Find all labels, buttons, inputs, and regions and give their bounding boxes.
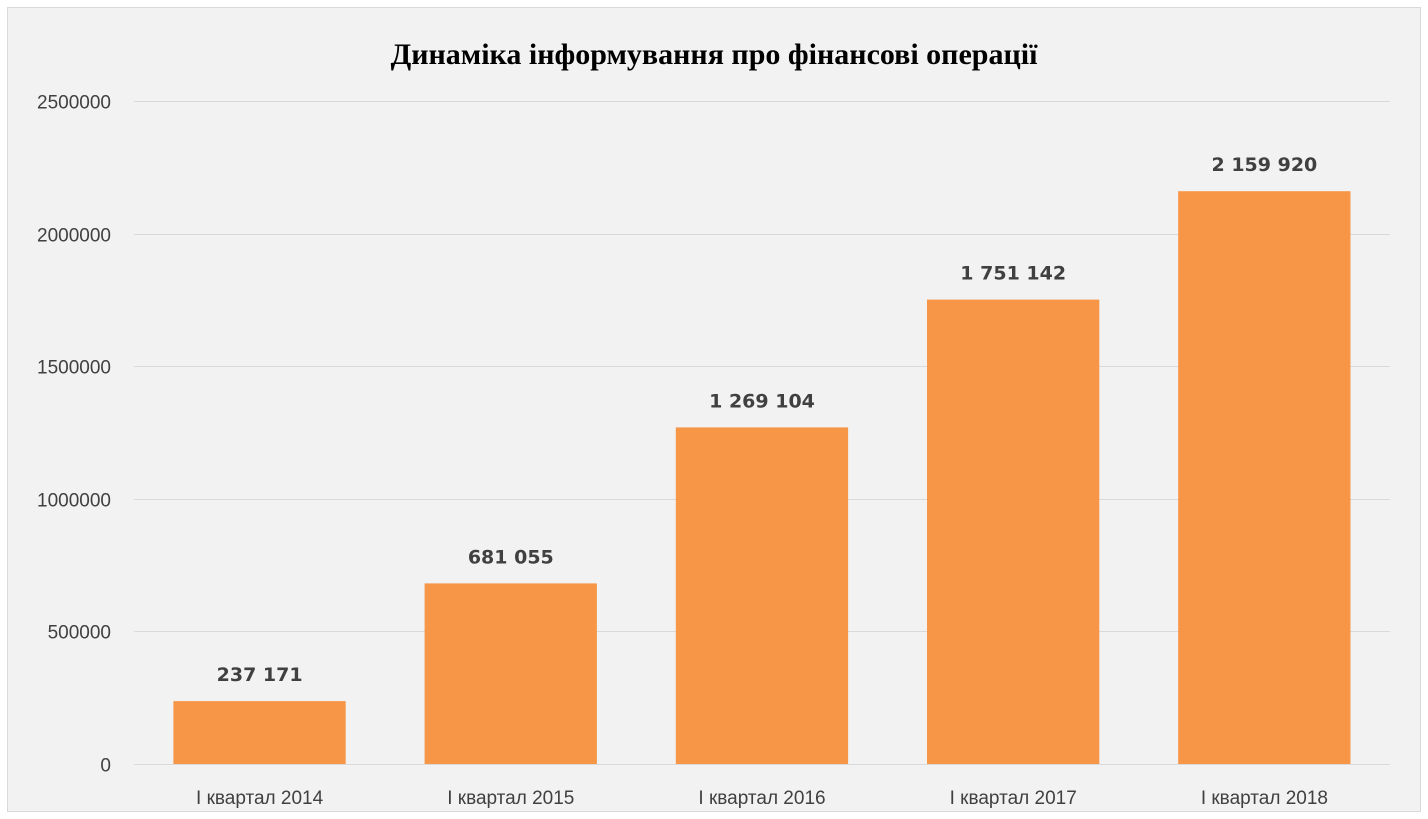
x-tick-label-1: І квартал 2015 bbox=[447, 788, 574, 809]
y-tick-label-4: 2000000 bbox=[37, 226, 111, 247]
y-tick-label-5: 2500000 bbox=[37, 93, 111, 114]
bar-0 bbox=[173, 701, 346, 764]
bar-3 bbox=[927, 299, 1100, 764]
data-label-0: 237 171 bbox=[217, 664, 303, 686]
x-tick-label-0: І квартал 2014 bbox=[196, 788, 324, 809]
bars bbox=[173, 191, 1351, 764]
data-label-4: 2 159 920 bbox=[1212, 154, 1318, 176]
y-tick-label-3: 1500000 bbox=[37, 358, 111, 379]
data-label-3: 1 751 142 bbox=[960, 263, 1066, 285]
data-labels: 237 171 681 055 1 269 104 1 751 142 2 159 92… bbox=[217, 154, 1318, 686]
bar-4 bbox=[1178, 191, 1351, 764]
y-tick-label-1: 500000 bbox=[48, 623, 111, 644]
x-tick-label-2: І квартал 2016 bbox=[698, 788, 825, 809]
chart-title: Динаміка інформування про фінансові опер… bbox=[391, 38, 1038, 71]
x-axis-tick-labels: І квартал 2014 І квартал 2015 І квартал 20… bbox=[196, 788, 1328, 809]
data-label-1: 681 055 bbox=[468, 546, 554, 568]
x-tick-label-4: І квартал 2018 bbox=[1201, 788, 1328, 809]
y-tick-label-2: 1000000 bbox=[37, 491, 111, 512]
bar-1 bbox=[424, 583, 597, 764]
x-tick-label-3: І квартал 2017 bbox=[950, 788, 1077, 809]
bar-2 bbox=[675, 427, 849, 764]
y-axis-tick-labels: 0 500000 1000000 1500000 2000000 2500000 bbox=[37, 93, 111, 777]
y-tick-label-0: 0 bbox=[100, 756, 111, 777]
data-label-2: 1 269 104 bbox=[709, 390, 815, 412]
